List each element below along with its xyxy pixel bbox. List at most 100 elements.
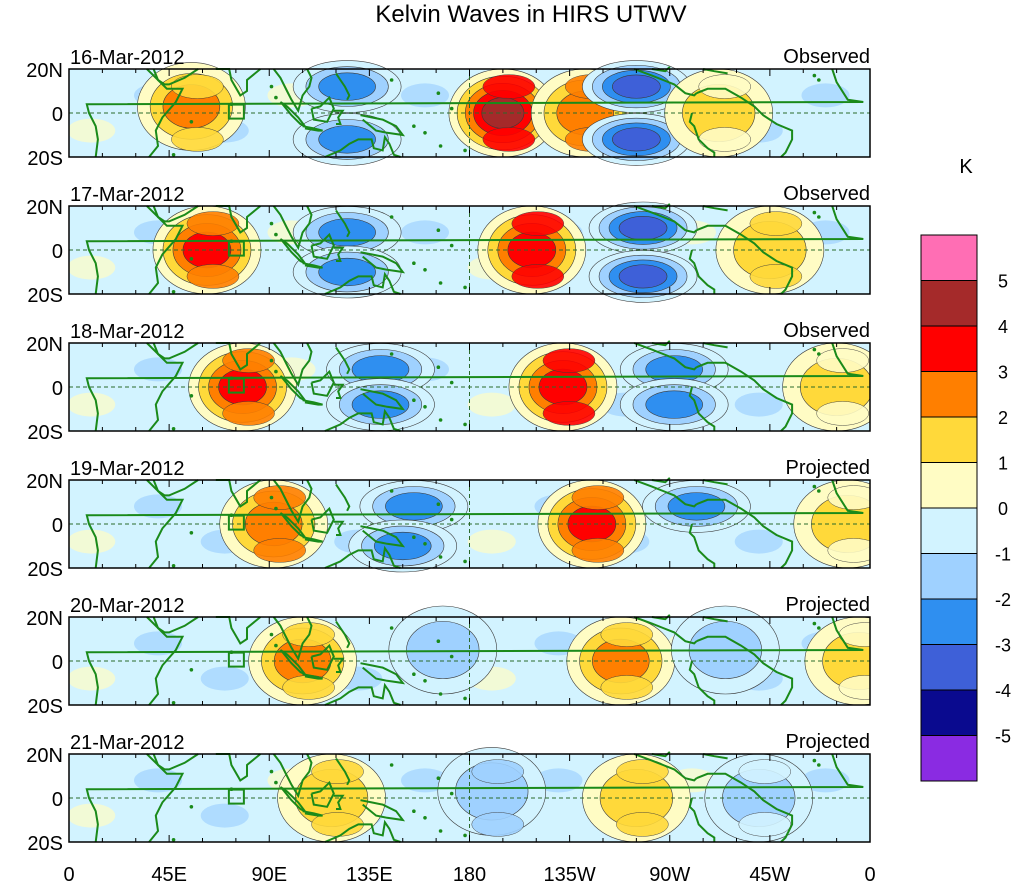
coastline — [85, 616, 864, 706]
background-blob — [534, 768, 583, 793]
island — [274, 506, 278, 511]
coastline — [335, 483, 351, 512]
island — [436, 502, 441, 507]
region-box — [227, 788, 245, 805]
island — [423, 405, 427, 409]
anomaly-lobe — [482, 127, 536, 152]
panel-4: 20N 0 20S 19-Mar-2012 Projected — [26, 457, 871, 581]
colorbar-level-label: 4 — [998, 317, 1008, 337]
coastline — [85, 479, 864, 569]
colorbar-swatch — [920, 553, 978, 600]
anomaly-lobe — [698, 74, 751, 99]
y-tick-label: 0 — [52, 789, 63, 811]
coastline — [696, 361, 794, 432]
y-tick-label: 20N — [26, 334, 63, 356]
coastline — [85, 205, 864, 295]
island — [189, 120, 194, 124]
island — [274, 780, 278, 785]
anomaly-lobe — [738, 759, 791, 784]
background-blob — [200, 666, 249, 691]
anomaly-lobe — [738, 812, 791, 837]
island — [171, 153, 176, 157]
coastline — [333, 794, 345, 810]
x-tick-label: 45E — [151, 864, 187, 886]
region-box — [227, 651, 245, 668]
island — [412, 124, 416, 128]
x-axis: 0 45E 90E 135E 180 135W 90W 45W 0 — [63, 864, 875, 886]
panel-status: Projected — [786, 457, 871, 479]
coastline — [279, 238, 306, 265]
island — [812, 73, 817, 78]
anomaly-lobe — [171, 127, 224, 152]
colorbar-level-label: 1 — [998, 454, 1008, 474]
coastline — [696, 224, 794, 295]
colorbar-swatch — [920, 416, 978, 463]
coastline — [279, 786, 306, 813]
x-tick-label: 45W — [749, 864, 790, 886]
island — [269, 632, 274, 637]
coastline — [279, 649, 306, 676]
anomaly-lobe — [749, 211, 803, 236]
anomaly-lobe — [282, 675, 335, 700]
x-tick-label: 135E — [346, 864, 393, 886]
panel-5: 20N 0 20S 20-Mar-2012 Projected — [26, 594, 871, 718]
coastline — [360, 799, 406, 822]
anomaly-lobe — [816, 401, 869, 426]
coastline — [633, 753, 698, 782]
island — [438, 281, 443, 285]
island — [269, 358, 274, 363]
coastline — [360, 525, 406, 548]
background-blob — [69, 666, 116, 691]
anomaly-contour — [645, 390, 703, 419]
panel-date: 16-Mar-2012 — [70, 47, 185, 69]
colorbar-swatch — [920, 507, 978, 554]
island — [389, 489, 394, 493]
anomaly-lobe — [827, 538, 870, 563]
coastlines — [85, 751, 864, 843]
anomaly-lobe — [253, 538, 306, 563]
coastline — [688, 112, 716, 157]
coastline — [335, 209, 351, 238]
coastline — [85, 753, 864, 843]
background-blob — [69, 529, 116, 554]
colorbar-swatch — [920, 325, 978, 372]
coastline — [302, 399, 323, 406]
y-tick-label: 20S — [27, 148, 63, 170]
anomaly-lobe — [838, 675, 870, 700]
coastline — [333, 520, 345, 536]
x-tick-label: 90E — [251, 864, 287, 886]
background-blob — [200, 803, 249, 828]
panel-status: Observed — [783, 46, 870, 68]
island — [269, 769, 274, 774]
anomaly-lobe — [571, 538, 625, 563]
background-blob — [401, 768, 449, 793]
colorbar-swatch — [920, 234, 978, 281]
x-tick-label: 90W — [649, 864, 690, 886]
island — [189, 531, 194, 535]
colorbar-level-label: 0 — [998, 499, 1008, 519]
island — [812, 484, 817, 489]
region-box — [227, 240, 245, 257]
island — [269, 84, 274, 89]
colorbar-level-label: -1 — [995, 545, 1011, 565]
coastline — [335, 757, 351, 786]
anomaly-contour — [618, 264, 668, 289]
region-box — [227, 377, 245, 394]
coastline — [324, 134, 401, 158]
x-tick-label: 135W — [544, 864, 596, 886]
colorbar-level-label: -2 — [995, 590, 1011, 610]
colorbar-level-label: 5 — [998, 272, 1008, 292]
coastline — [633, 616, 698, 645]
island — [463, 422, 467, 427]
colorbar-level-label: -3 — [995, 636, 1011, 656]
island — [817, 352, 821, 356]
background-blob — [801, 83, 850, 108]
background-blob — [401, 83, 449, 108]
coastline — [272, 205, 313, 251]
anomaly-lobe — [511, 211, 565, 236]
colorbar-swatch — [920, 598, 978, 645]
background-blob — [69, 803, 116, 828]
island — [189, 257, 194, 261]
y-tick-label: 20S — [27, 559, 63, 581]
panel-3: 20N 0 20S 18-Mar-2012 Observed — [26, 320, 871, 444]
